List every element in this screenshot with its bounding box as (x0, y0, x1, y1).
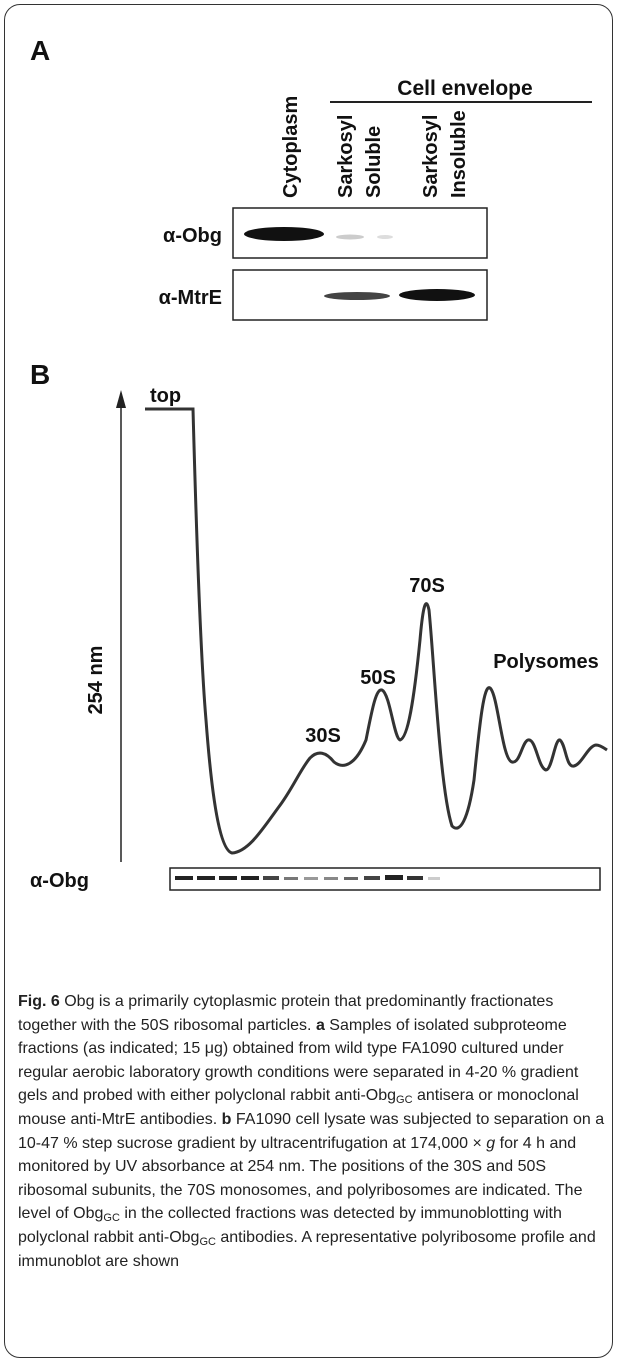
page: {"panel_a":{"label":"A","group_label":"C… (0, 0, 620, 1365)
band (241, 876, 259, 880)
band (377, 235, 393, 239)
row-label: α-MtrE (159, 287, 222, 309)
column-label: Sarkosyl (420, 115, 442, 198)
peak-label: 50S (360, 667, 396, 689)
band (219, 876, 237, 880)
axis-label: 254 nm (85, 646, 107, 715)
group-label: Cell envelope (397, 77, 532, 100)
band (324, 292, 390, 300)
caption-label: Fig. 6 (18, 993, 60, 1010)
row-label: α-Obg (163, 225, 222, 247)
band (263, 876, 279, 880)
band (284, 877, 298, 880)
peak-label: 70S (409, 575, 445, 597)
peak-label: Polysomes (493, 651, 599, 673)
band (364, 876, 380, 880)
column-label: Cytoplasm (280, 96, 302, 198)
band (399, 289, 475, 301)
caption-part-label: b (222, 1111, 232, 1128)
blot-label: α-Obg (30, 870, 89, 892)
panel-label: A (30, 35, 50, 66)
column-label: Soluble (363, 126, 385, 198)
band (324, 877, 338, 880)
band (407, 876, 423, 880)
band (344, 877, 358, 880)
band (428, 877, 440, 880)
absorbance-trace (145, 409, 607, 853)
subscript: GC (396, 1094, 413, 1106)
column-label: Insoluble (448, 110, 470, 198)
body: A Cell envelope Cytoplasm Sarkosyl Solub… (0, 0, 620, 1365)
subscript: GC (199, 1236, 216, 1248)
caption-part-label: a (316, 1017, 325, 1034)
italic-symbol: g (486, 1135, 495, 1152)
arrow-head (116, 390, 126, 408)
band (244, 227, 324, 241)
peak-label: 30S (305, 725, 341, 747)
band (304, 877, 318, 880)
band (385, 875, 403, 880)
figure: A Cell envelope Cytoplasm Sarkosyl Solub… (0, 0, 620, 990)
subscript: GC (103, 1212, 120, 1224)
column-label: Sarkosyl (335, 115, 357, 198)
top-label: top (150, 385, 181, 407)
caption: Fig. 6 Obg is a primarily cytoplasmic pr… (18, 990, 608, 1273)
blot-bands (175, 875, 440, 880)
panel-label: B (30, 359, 50, 390)
band (197, 876, 215, 880)
band (175, 876, 193, 880)
band (336, 235, 364, 240)
